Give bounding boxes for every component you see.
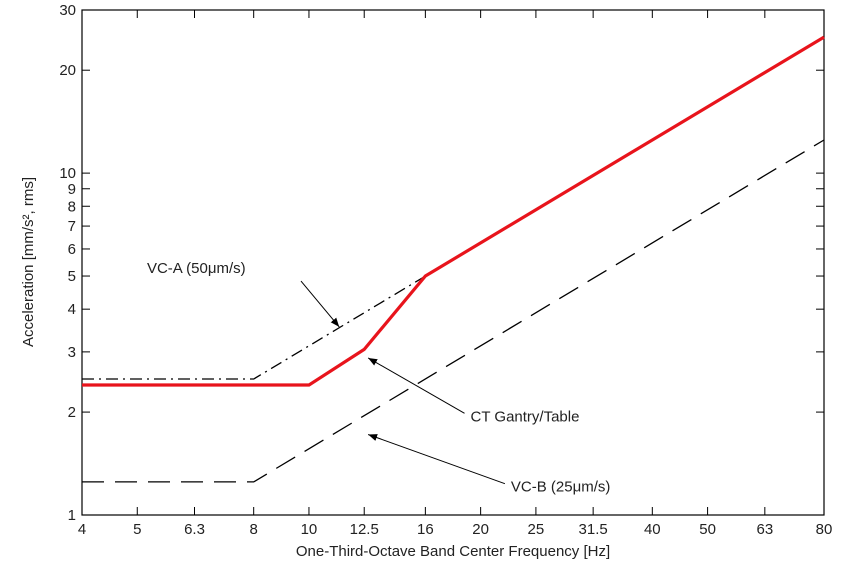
annotation-arrow <box>367 434 506 485</box>
y-tick-label: 7 <box>68 218 76 235</box>
y-tick-label: 4 <box>68 301 76 318</box>
y-tick-label: 3 <box>68 344 76 361</box>
x-tick-label: 63 <box>756 521 773 538</box>
annotation-arrow <box>300 280 340 328</box>
series-layer <box>82 35 825 483</box>
x-tick-label: 8 <box>250 521 258 538</box>
x-tick-label: 25 <box>528 521 545 538</box>
y-axis-label: Acceleration [mm/s², rms] <box>20 177 37 347</box>
annotation-layer: VC-A (50μm/s) CT Gantry/Table VC-B (25μm/s… <box>147 260 610 496</box>
y-tick-label: 9 <box>68 181 76 198</box>
y-tick-label: 5 <box>68 268 76 285</box>
y-tick-label: 1 <box>68 507 76 524</box>
series-line-vc-b-25-m-s <box>82 139 825 483</box>
y-tick-label: 10 <box>59 165 76 182</box>
x-tick-label: 50 <box>699 521 716 538</box>
x-tick-label: 20 <box>472 521 489 538</box>
annotation-vc-b-25-m-s: VC-B (25μm/s) <box>511 479 610 496</box>
annotation-vc-a-50-m-s: VC-A (50μm/s) <box>147 260 246 277</box>
x-tick-label: 12.5 <box>350 521 379 538</box>
y-tick-label: 8 <box>68 198 76 215</box>
y-tick-label: 2 <box>68 404 76 421</box>
x-tick-label: 6.3 <box>184 521 205 538</box>
annotation-arrow <box>367 357 465 414</box>
x-tick-label: 5 <box>133 521 141 538</box>
y-tick-label: 6 <box>68 241 76 258</box>
y-tick-label: 30 <box>59 2 76 19</box>
x-tick-label: 16 <box>417 521 434 538</box>
axis-ticks: 4 5 6.3 8 10 12.5 16 20 25 31.5 40 50 63 801234567891… <box>59 2 832 538</box>
x-axis-label: One-Third-Octave Band Center Frequency [… <box>296 543 610 560</box>
x-tick-label: 40 <box>644 521 661 538</box>
plot-frame <box>81 9 825 516</box>
series-line-ct-gantry-table <box>82 35 825 387</box>
y-tick-label: 20 <box>59 62 76 79</box>
x-tick-label: 4 <box>78 521 86 538</box>
x-tick-label: 31.5 <box>579 521 608 538</box>
x-tick-label: 10 <box>301 521 318 538</box>
x-tick-label: 80 <box>816 521 833 538</box>
series-line-vc-a-50-m-s <box>82 36 825 380</box>
annotation-ct-gantry-table: CT Gantry/Table <box>471 408 580 425</box>
